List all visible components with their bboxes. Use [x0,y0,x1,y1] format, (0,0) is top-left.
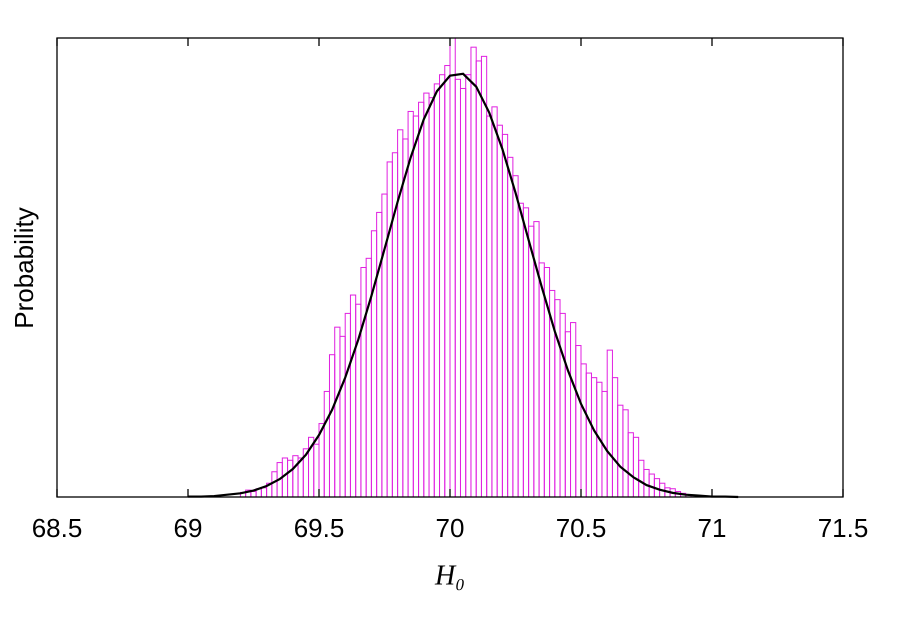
histogram-bar [554,299,561,498]
histogram-bar [590,377,598,498]
histogram-bar [611,377,619,498]
histogram-bar [376,211,383,498]
histogram-bar [522,207,530,498]
histogram-bar [449,37,456,498]
histogram-bar [491,106,498,498]
histogram-bar [444,65,451,498]
histogram-bar [459,87,467,498]
histogram-bar [617,404,624,498]
x-tick-label: 71.5 [818,513,869,543]
histogram-bar [538,262,545,498]
histogram-bar [433,83,441,498]
histogram-bar [512,175,519,498]
histogram-bar [564,331,572,498]
histogram-bar [271,471,278,498]
fit-curve [188,72,739,499]
histogram-bar [402,138,409,498]
histogram-bar [465,74,472,498]
histogram-bar [323,390,330,498]
histogram-bar [454,78,461,498]
histogram-bar [250,490,257,498]
histogram-bar [418,101,425,498]
histogram-bar [486,115,493,498]
x-axis-label: H₀ [434,560,465,591]
histogram-bar [370,230,378,498]
histogram-bar [585,372,592,498]
histogram-bar [501,133,509,498]
histogram-bar [480,55,488,498]
histogram-bar [632,436,640,498]
x-tick-label: 71 [698,513,727,543]
histogram-bar [638,459,645,498]
histogram-bar [439,74,446,498]
histogram-bar [622,409,629,498]
histogram-bar [423,92,430,498]
y-axis-label: Probability [9,207,39,328]
x-tick-label: 69.5 [294,513,345,543]
histogram-bar [606,349,613,498]
histogram-bar [570,322,577,498]
histogram-bar [360,267,367,498]
histogram-bar [470,46,477,498]
histogram-bar [260,487,268,498]
histogram-bar [517,202,524,498]
histogram-bar [328,354,336,498]
histogram-bar [313,443,320,498]
histogram-bar [344,312,351,498]
histogram-bar [292,455,299,498]
histogram-bar [349,294,357,498]
histogram-bar [475,60,482,498]
histogram-bar [334,326,341,498]
histogram-bar [386,161,393,498]
histogram-bar [507,156,514,498]
histogram-bar [339,335,346,498]
histogram-bar [428,97,435,498]
histogram-bar [412,115,420,498]
histogram-bar [580,363,587,498]
histogram-bar [575,345,582,498]
histogram-bar [559,312,566,498]
histogram-bar [627,432,634,498]
histogram-bar [365,257,372,498]
x-tick-label: 70.5 [556,513,607,543]
histogram-bar [496,124,503,498]
x-tick-label: 69 [174,513,203,543]
x-tick-label: 70 [436,513,465,543]
histogram-bar [287,459,294,498]
histogram-bar [407,110,414,498]
x-tick-label: 68.5 [32,513,83,543]
histogram-bar [528,225,535,498]
